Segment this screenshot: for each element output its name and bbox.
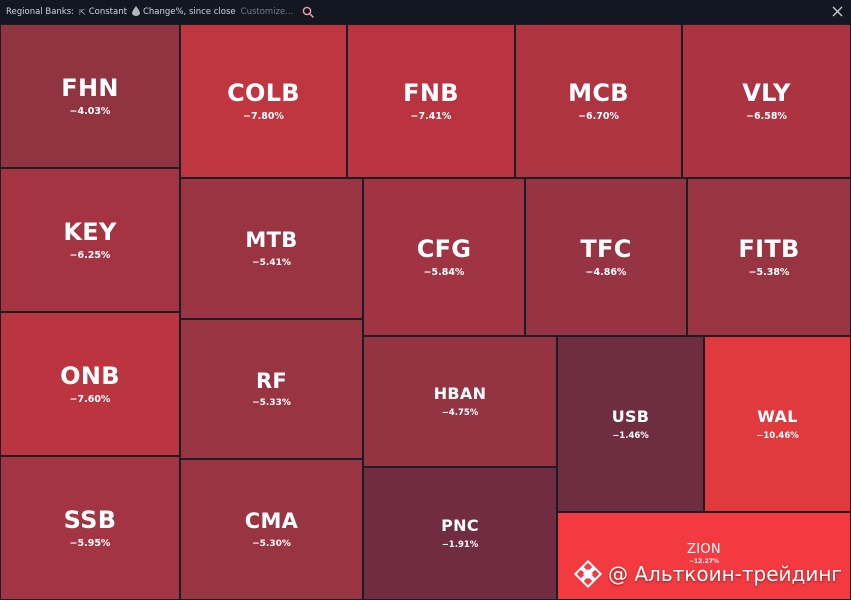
tile-symbol: FHN bbox=[61, 74, 119, 103]
tile-change: −1.91% bbox=[441, 540, 479, 551]
tile-symbol: FITB bbox=[738, 235, 800, 264]
tile-cfg[interactable]: CFG −5.84% bbox=[363, 178, 525, 336]
tile-symbol: FNB bbox=[403, 79, 459, 108]
tile-symbol: USB bbox=[611, 406, 650, 426]
tile-symbol: SSB bbox=[63, 506, 117, 535]
tile-cma[interactable]: CMA −5.30% bbox=[180, 459, 363, 600]
tile-tfc[interactable]: TFC −4.86% bbox=[525, 178, 687, 336]
tile-symbol: RF bbox=[255, 368, 288, 393]
close-icon[interactable] bbox=[831, 5, 844, 18]
tile-symbol: ONB bbox=[60, 362, 120, 391]
tile-usb[interactable]: USB −1.46% bbox=[557, 336, 704, 512]
tile-change: −7.41% bbox=[410, 111, 452, 123]
binance-diamond-icon bbox=[573, 559, 603, 589]
tile-change: −5.41% bbox=[252, 257, 291, 268]
tile-fnb[interactable]: FNB −7.41% bbox=[347, 24, 515, 178]
tile-rf[interactable]: RF −5.33% bbox=[180, 319, 363, 459]
tile-mcb[interactable]: MCB −6.70% bbox=[515, 24, 682, 178]
tile-fhn[interactable]: FHN −4.03% bbox=[0, 24, 180, 168]
watchlist-title[interactable]: Regional Banks: bbox=[6, 7, 75, 17]
drop-icon bbox=[131, 6, 140, 18]
tile-symbol: WAL bbox=[757, 406, 798, 426]
tile-change: −4.86% bbox=[585, 267, 627, 279]
tile-symbol: ZION bbox=[687, 542, 721, 557]
tile-change: −1.46% bbox=[612, 430, 649, 441]
tile-change: −4.03% bbox=[69, 106, 111, 118]
tile-pnc[interactable]: PNC −1.91% bbox=[363, 467, 557, 600]
tile-symbol: HBAN bbox=[433, 384, 487, 404]
tile-change: −5.30% bbox=[252, 538, 291, 549]
tile-change: −7.80% bbox=[243, 111, 284, 123]
tile-key[interactable]: KEY −6.25% bbox=[0, 168, 180, 312]
watermark: @ Альткоин-трейдинг bbox=[573, 559, 842, 589]
cursor-icon: ⇱ bbox=[79, 7, 86, 17]
tile-symbol: MTB bbox=[245, 228, 298, 253]
toolbar: Regional Banks: ⇱ Constant Change%, sinc… bbox=[0, 0, 851, 24]
tile-zion[interactable]: ZION −12.27% bbox=[557, 512, 851, 600]
tile-change: −5.33% bbox=[252, 398, 291, 409]
tile-symbol: CFG bbox=[416, 235, 472, 264]
tile-change: −7.60% bbox=[69, 394, 111, 406]
tile-change: −10.46% bbox=[756, 430, 799, 441]
tile-change: −6.25% bbox=[69, 250, 111, 262]
tile-symbol: MCB bbox=[568, 79, 629, 108]
tile-onb[interactable]: ONB −7.60% bbox=[0, 312, 180, 456]
tile-change: −12.27% bbox=[688, 558, 720, 566]
tile-hban[interactable]: HBAN −4.75% bbox=[363, 336, 557, 467]
tile-change: −5.38% bbox=[748, 267, 790, 279]
tile-change: −4.75% bbox=[441, 408, 479, 419]
heatmap: FHN −4.03% COLB −7.80% FNB −7.41% MCB −6… bbox=[0, 24, 851, 600]
tile-ssb[interactable]: SSB −5.95% bbox=[0, 456, 180, 600]
watermark-text: @ Альткоин-трейдинг bbox=[608, 562, 842, 586]
tile-change: −6.70% bbox=[578, 111, 619, 123]
tile-symbol: COLB bbox=[227, 79, 300, 108]
tile-vly[interactable]: VLY −6.58% bbox=[682, 24, 851, 178]
tile-change: −6.58% bbox=[746, 111, 787, 123]
color-mode-label[interactable]: Change%, since close bbox=[142, 7, 236, 17]
tile-symbol: KEY bbox=[63, 218, 117, 247]
tile-symbol: PNC bbox=[441, 516, 479, 536]
tile-symbol: TFC bbox=[580, 235, 632, 264]
tile-change: −5.84% bbox=[423, 267, 465, 279]
tile-colb[interactable]: COLB −7.80% bbox=[180, 24, 347, 178]
search-icon[interactable] bbox=[302, 6, 315, 18]
tile-mtb[interactable]: MTB −5.41% bbox=[180, 178, 363, 319]
tile-change: −5.95% bbox=[69, 538, 111, 550]
tile-symbol: CMA bbox=[244, 509, 299, 534]
size-mode-label[interactable]: Constant bbox=[88, 7, 127, 17]
tile-symbol: VLY bbox=[742, 79, 791, 108]
tile-fitb[interactable]: FITB −5.38% bbox=[687, 178, 851, 336]
customize-button[interactable]: Customize... bbox=[240, 7, 294, 17]
tile-wal[interactable]: WAL −10.46% bbox=[704, 336, 851, 512]
